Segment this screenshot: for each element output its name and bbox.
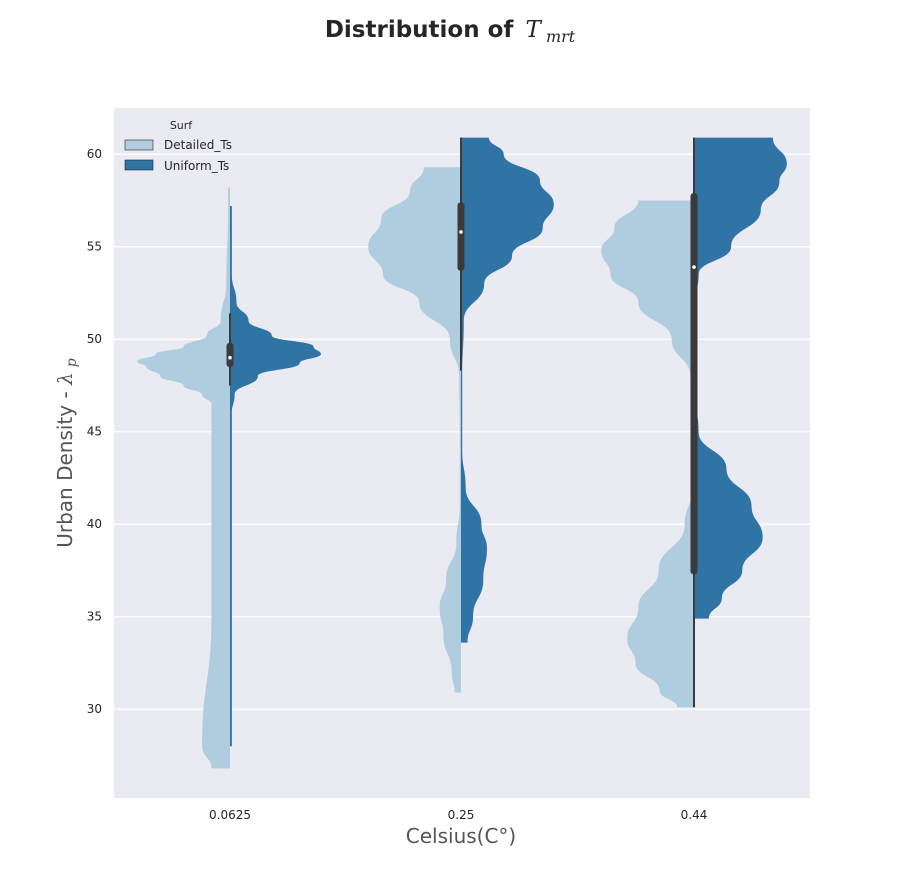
x-axis-label: Celsius(C°) [406,824,516,848]
y-axis-label-prefix: Urban Density - [53,385,77,548]
y-tick-label: 60 [87,147,102,161]
violins [137,137,787,769]
y-axis-label-symbol: λ [53,372,77,386]
y-tick-label: 30 [87,702,102,716]
x-tick-labels: 0.0625 0.25 0.44 [209,808,707,822]
chart-title-subscript: mrt [546,27,576,46]
violin-detailed-ts-1 [368,167,461,693]
y-axis-label: Urban Density - λ p [53,358,80,548]
box-iqr [457,202,465,271]
box-median [692,265,696,269]
y-tick-label: 55 [87,240,102,254]
box-median [228,355,232,360]
boxplots [226,137,698,708]
y-tick-labels: 30 35 40 45 50 55 60 [87,147,102,716]
box-median [459,230,463,234]
x-tick-label: 0.0625 [209,808,251,822]
legend-label-uniform: Uniform_Ts [164,159,229,173]
violin-uniform-ts-0 [230,206,321,747]
violin-uniform-ts-1 [461,137,554,643]
legend-swatch-uniform [124,159,154,171]
chart-title: Distribution of T mrt [325,17,576,46]
legend-label-detailed: Detailed_Ts [164,138,232,152]
chart-title-symbol: T [526,17,543,43]
y-tick-label: 35 [87,610,102,624]
chart-title-prefix: Distribution of [325,17,515,43]
y-axis-label-subscript: p [64,358,80,367]
x-tick-label: 0.44 [681,808,708,822]
x-tick-label: 0.25 [448,808,475,822]
legend-title: Surf [170,119,193,132]
y-tick-label: 50 [87,332,102,346]
box-iqr [690,193,698,575]
legend: Surf Detailed_Ts Uniform_Ts [124,119,232,173]
violin-detailed-ts-0 [137,187,230,769]
violin-uniform-ts-2 [694,137,787,619]
box-iqr [226,342,234,367]
y-tick-label: 45 [87,425,102,439]
legend-swatch-detailed [124,139,154,151]
y-tick-label: 40 [87,517,102,531]
violin-detailed-ts-2 [601,200,694,708]
